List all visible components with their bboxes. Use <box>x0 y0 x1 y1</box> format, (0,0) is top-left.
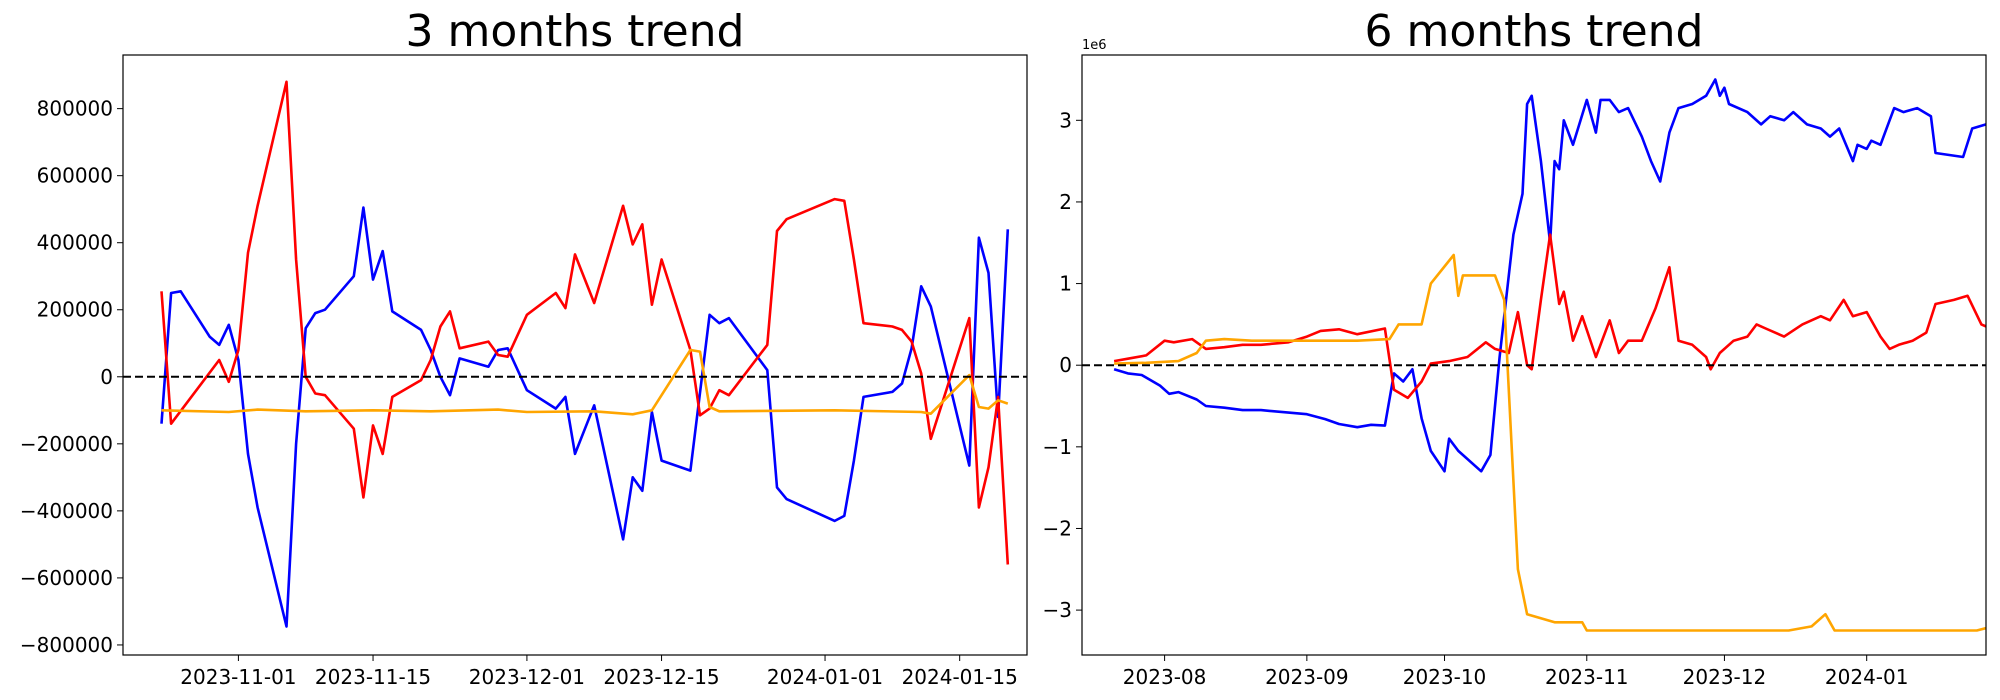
y-tick-label: −800000 <box>20 633 113 657</box>
x-tick-label: 2023-09 <box>1265 665 1349 689</box>
y-tick-label: −1 <box>1043 435 1072 459</box>
axes-frame <box>1081 54 1987 656</box>
y-tick-label: −3 <box>1043 598 1072 622</box>
y-tick-label: −2 <box>1043 516 1072 540</box>
series-line-0 <box>160 206 1010 628</box>
x-tick-label: 2023-10 <box>1403 665 1487 689</box>
chart-6-months-trend: 6 months trend 2023-08 2023-09 2023-10 2023-… <box>1043 6 1987 689</box>
y-tick-label: 200000 <box>37 298 113 322</box>
y-tick-label: 3 <box>1059 108 1072 132</box>
y-tick-label: 600000 <box>37 164 113 188</box>
y-tick-label: 2 <box>1059 190 1072 214</box>
chart-title: 3 months trend <box>406 6 745 57</box>
x-tick-label: 2023-12-01 <box>469 665 585 689</box>
x-tick-label: 2023-11-15 <box>315 665 431 689</box>
y-tick-label: 0 <box>100 365 113 389</box>
x-tick-label: 2023-08 <box>1123 665 1207 689</box>
chart-title: 6 months trend <box>1365 6 1704 57</box>
series-line-1 <box>160 80 1010 565</box>
series-line-2 <box>161 348 1009 416</box>
series-line-1 <box>1113 233 1986 400</box>
x-tick-label: 2023-11 <box>1545 665 1629 689</box>
y-tick-label: −400000 <box>20 499 113 523</box>
y-tick-label: 400000 <box>37 231 113 255</box>
y-tick-label: −600000 <box>20 566 113 590</box>
y-tick-label: 1 <box>1059 272 1072 296</box>
series-line-0 <box>1113 78 1986 473</box>
x-tick-label: 2024-01-15 <box>902 665 1018 689</box>
y-tick-label: 0 <box>1059 353 1072 377</box>
x-tick-label: 2023-12-15 <box>603 665 719 689</box>
y-offset-label: 1e6 <box>1082 38 1107 53</box>
x-tick-label: 2023-12 <box>1683 665 1767 689</box>
y-tick-label: −200000 <box>20 432 113 456</box>
x-tick-label: 2024-01 <box>1825 665 1909 689</box>
x-tick-label: 2024-01-01 <box>767 665 883 689</box>
y-tick-label: 800000 <box>37 97 113 121</box>
chart-3-months-trend: 3 months trend 2023-11-01 2023-11-15 2023-1… <box>20 6 1028 689</box>
x-tick-label: 2023-11-01 <box>180 665 296 689</box>
series-line-2 <box>1114 253 1986 632</box>
axes-frame <box>122 54 1028 656</box>
